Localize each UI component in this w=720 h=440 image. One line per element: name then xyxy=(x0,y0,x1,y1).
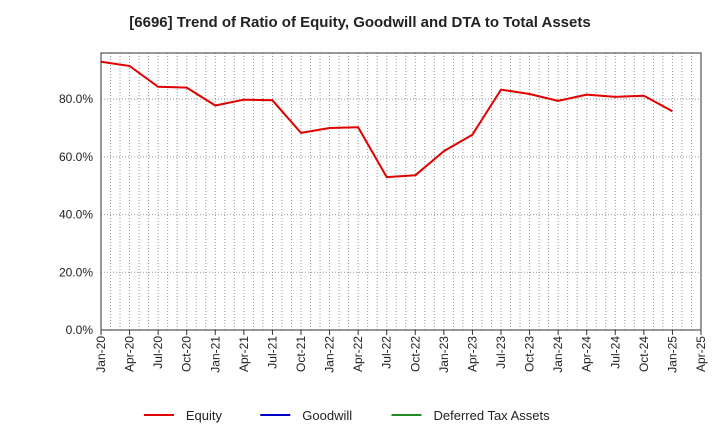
y-tick-label: 20.0% xyxy=(59,265,93,279)
x-tick-label: Jan-23 xyxy=(437,336,451,373)
x-tick-label: Apr-23 xyxy=(465,336,479,372)
plot-frame xyxy=(100,52,702,331)
legend-label-equity: Equity xyxy=(186,408,223,423)
x-tick-label: Jul-21 xyxy=(265,336,279,369)
x-tick-label: Apr-25 xyxy=(694,336,708,372)
x-tick-label: Apr-24 xyxy=(580,336,594,372)
x-tick-label: Apr-21 xyxy=(237,336,251,372)
x-tick-label: Jul-22 xyxy=(380,336,394,369)
x-tick-label: Oct-20 xyxy=(180,336,194,372)
y-tick-label: 80.0% xyxy=(59,92,93,106)
x-tick-label: Jan-24 xyxy=(551,336,565,373)
x-tick-label: Oct-24 xyxy=(637,336,651,372)
x-tick-label: Jan-22 xyxy=(323,336,337,373)
x-tick-label: Jan-25 xyxy=(665,336,679,373)
x-tick-label: Oct-23 xyxy=(523,336,537,372)
x-tick-label: Jul-24 xyxy=(608,336,622,369)
y-tick-label: 60.0% xyxy=(59,150,93,164)
legend-label-deferred-tax-assets: Deferred Tax Assets xyxy=(434,408,551,423)
y-tick-label: 40.0% xyxy=(59,208,93,222)
x-tick-label: Jul-20 xyxy=(151,336,165,369)
x-tick-label: Jan-20 xyxy=(94,336,108,373)
series-line-equity xyxy=(100,60,673,179)
x-tick-label: Oct-21 xyxy=(294,336,308,372)
x-tick-label: Jul-23 xyxy=(494,336,508,369)
x-tick-label: Jan-21 xyxy=(208,336,222,373)
chart-title: [6696] Trend of Ratio of Equity, Goodwil… xyxy=(129,14,591,31)
x-tick-label: Oct-22 xyxy=(408,336,422,372)
x-tick-label: Apr-20 xyxy=(123,336,137,372)
y-tick-label: 0.0% xyxy=(66,323,94,337)
x-tick-label: Apr-22 xyxy=(351,336,365,372)
legend-label-goodwill: Goodwill xyxy=(302,408,352,423)
